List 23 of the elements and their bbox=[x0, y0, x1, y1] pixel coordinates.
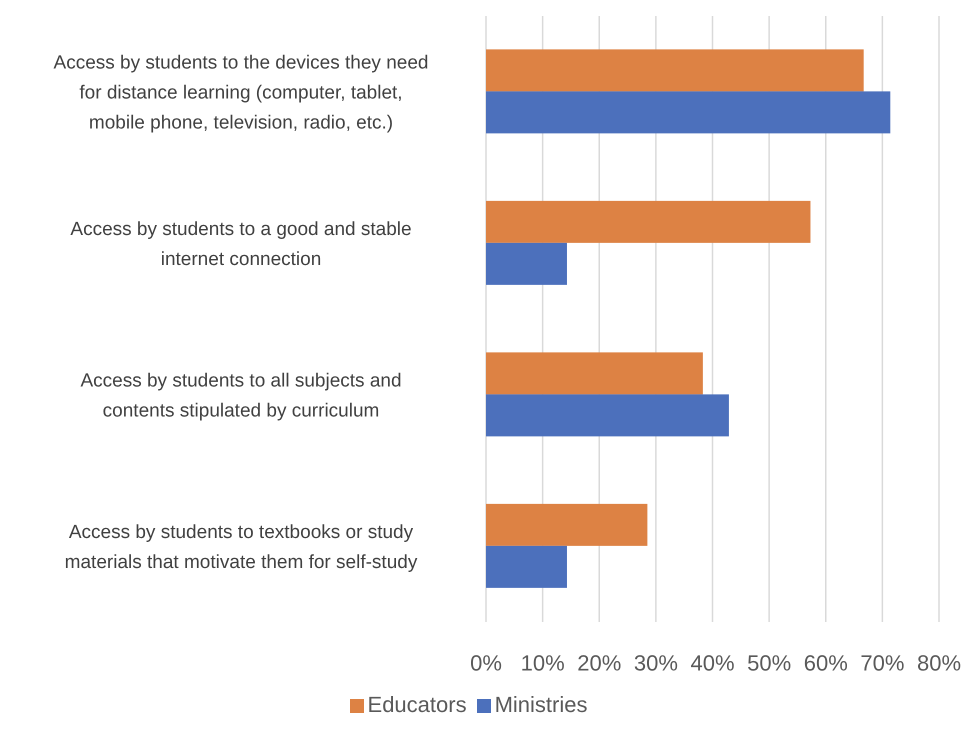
x-tick-label: 50% bbox=[747, 650, 792, 676]
x-tick-label: 20% bbox=[577, 650, 622, 676]
x-tick-label: 0% bbox=[470, 650, 502, 676]
x-tick-label: 60% bbox=[804, 650, 848, 676]
bar bbox=[486, 91, 890, 134]
y-tick-label: Access by students to all subjects and contents stipulated by curriculum bbox=[80, 370, 402, 422]
bar bbox=[486, 546, 567, 588]
x-tick-label: 30% bbox=[634, 650, 678, 676]
y-tick-label: Access by students to the devices they need for distance learning (computer, tablet, mobile phone, television, radio, etc.) bbox=[54, 52, 428, 134]
legend-label: Educators bbox=[368, 692, 467, 717]
x-tick-label: 10% bbox=[520, 650, 565, 676]
bar bbox=[486, 242, 567, 285]
y-tick-label: Access by students to textbooks or study materials that motivate them for self-study bbox=[64, 522, 418, 573]
bar bbox=[486, 352, 703, 394]
y-tick-label: Access by students to a good and stable internet connection bbox=[70, 218, 412, 270]
x-tick-label: 80% bbox=[916, 650, 962, 676]
bar bbox=[486, 49, 864, 92]
bar bbox=[486, 504, 648, 546]
x-tick-label: 40% bbox=[690, 650, 735, 676]
bar bbox=[486, 394, 729, 436]
x-tick-label: 70% bbox=[860, 650, 904, 676]
legend-label: Ministries bbox=[494, 692, 588, 717]
bar bbox=[486, 200, 810, 243]
